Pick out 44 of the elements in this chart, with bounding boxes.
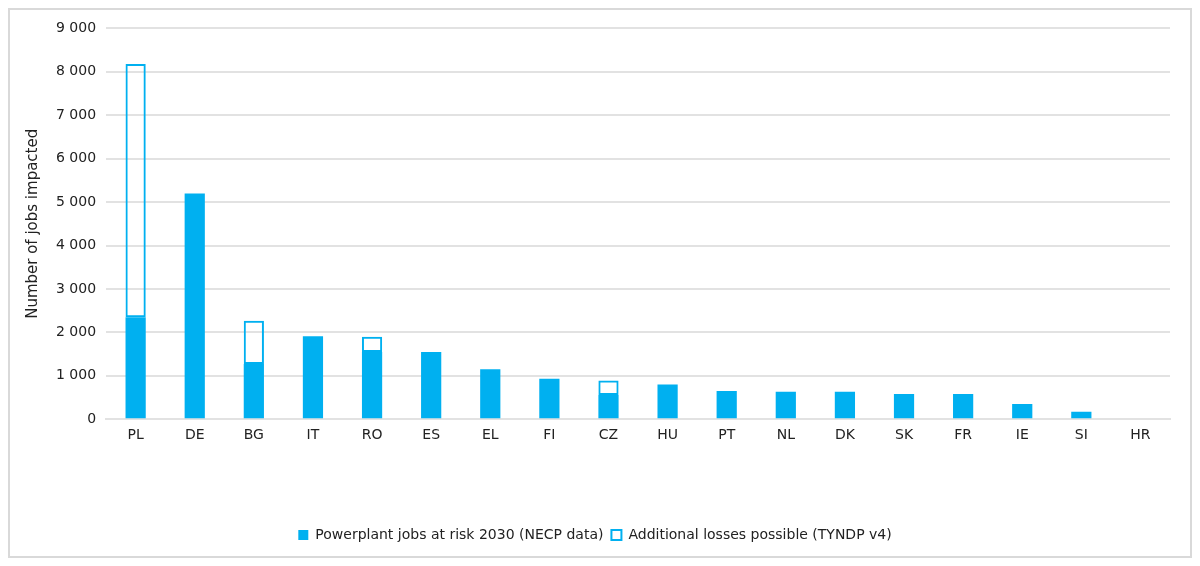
y-tick-label: 7 000 <box>55 105 97 122</box>
x-tick-label: SK <box>894 426 914 443</box>
y-tick-label: 8 000 <box>55 62 97 79</box>
x-tick-label: FR <box>954 426 973 443</box>
y-tick-label: 5 000 <box>55 192 97 209</box>
x-tick-label: IT <box>306 426 320 443</box>
x-tick-label: ES <box>422 426 441 443</box>
x-tick-label: DK <box>834 426 856 443</box>
bar <box>539 378 560 419</box>
x-tick-label: HU <box>657 426 678 443</box>
y-tick-label: 0 <box>87 409 97 426</box>
y-tick-label: 9 000 <box>55 19 97 36</box>
bar <box>421 351 442 419</box>
bar <box>893 394 915 419</box>
y-tick-label: 1 000 <box>55 366 97 383</box>
bar <box>480 369 501 419</box>
bar <box>184 193 205 419</box>
bar <box>302 336 324 419</box>
x-tick-label: RO <box>361 426 383 443</box>
x-tick-label: HR <box>1130 426 1151 443</box>
y-tick-label: 6 000 <box>55 149 97 166</box>
x-tick-label: FI <box>543 426 556 443</box>
x-tick-label: DE <box>184 426 205 443</box>
bar <box>953 394 974 419</box>
legend-label: Additional losses possible (TYNDP v4) <box>628 525 892 542</box>
x-tick-label: IE <box>1015 426 1029 443</box>
x-tick-label: BG <box>243 426 264 443</box>
x-tick-label: NL <box>776 426 796 443</box>
x-tick-label: PL <box>127 426 144 443</box>
bar <box>1071 411 1092 419</box>
y-tick-label: 2 000 <box>55 323 97 339</box>
x-tick-label: CZ <box>598 426 619 443</box>
bar <box>657 384 678 419</box>
x-tick-label: EL <box>481 426 499 443</box>
bar <box>1012 404 1033 419</box>
x-tick-label: PT <box>718 426 736 443</box>
x-tick-label: SI <box>1074 426 1088 443</box>
bar <box>834 391 856 419</box>
y-tick-label: 3 000 <box>55 279 97 296</box>
bar <box>775 391 796 419</box>
y-tick-label: 4 000 <box>55 236 97 253</box>
y-axis-title: Number of jobs impacted <box>22 128 41 319</box>
bar <box>716 390 737 419</box>
legend-label: Powerplant jobs at risk 2030 (NECP data) <box>315 525 604 542</box>
